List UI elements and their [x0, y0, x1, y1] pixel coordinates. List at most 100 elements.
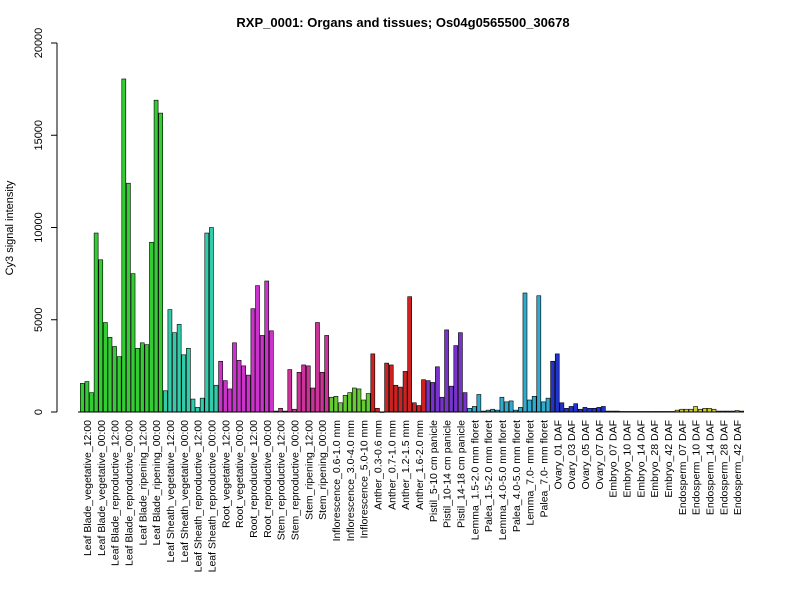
bar: [107, 336, 113, 413]
bar: [559, 402, 565, 413]
bar: [103, 322, 108, 413]
x-tick-label: Embryo_42 DAF: [663, 420, 675, 498]
x-tick-label: Lemma_4.0-5.0 mm floret: [497, 420, 509, 540]
bar: [89, 392, 94, 413]
bar: [116, 356, 122, 413]
bar: [693, 406, 698, 413]
bar: [393, 384, 399, 413]
bar: [218, 360, 223, 413]
bar: [186, 348, 191, 413]
bar: [80, 383, 85, 413]
bar: [324, 335, 330, 413]
bar: [305, 365, 311, 413]
bar: [421, 379, 426, 413]
x-tick-label: Ovary_03 DAF: [566, 420, 578, 489]
bar: [236, 360, 242, 413]
bar: [370, 353, 376, 413]
bar: [365, 393, 371, 413]
x-tick-label: Leaf Blade_vegetative_00:00: [96, 420, 108, 556]
x-tick-label: Ovary_07 DAF: [594, 420, 606, 489]
bar: [527, 399, 532, 413]
bar: [411, 402, 417, 413]
x-tick-label: Pistil_10-14 cm panicle: [442, 420, 454, 528]
x-tick-label: Leaf Blade_reproductive_12:00: [110, 420, 122, 566]
bar: [508, 400, 514, 413]
bar: [287, 369, 293, 413]
bar: [430, 382, 436, 413]
x-tick-label: Endosperm_28 DAF: [718, 420, 730, 515]
bar: [522, 292, 528, 413]
bar: [476, 394, 482, 413]
bar: [384, 362, 389, 413]
x-tick-label: Stem_reproductive_12:00: [276, 420, 288, 540]
bar: [347, 392, 353, 413]
x-tick-label: Inflorescence_5.0-10 mm: [359, 420, 371, 539]
bar: [232, 342, 237, 413]
bar: [388, 364, 394, 413]
bar: [93, 232, 99, 413]
x-tick-label: Leaf Blade_reproductive_00:00: [123, 420, 135, 566]
bars: [80, 78, 745, 413]
y-tick-label: 20000: [33, 28, 45, 59]
bar: [158, 112, 164, 413]
y-tick-label: 10000: [33, 212, 45, 243]
x-tick-label: Endosperm_42 DAF: [732, 420, 744, 515]
bar: [269, 330, 274, 413]
bar: [301, 364, 306, 413]
bar: [84, 381, 90, 413]
bar: [149, 241, 154, 413]
bar: [250, 308, 256, 413]
bar: [467, 408, 472, 413]
x-tick-label: Embryo_28 DAF: [649, 420, 661, 498]
bar: [596, 407, 602, 413]
bar: [342, 395, 348, 413]
x-tick-label: Leaf Sheath_reproductive_00:00: [206, 420, 218, 573]
bar: [601, 406, 606, 413]
y-tick-label: 15000: [33, 120, 45, 151]
y-tick-label: 0: [33, 409, 45, 415]
bar: [338, 402, 343, 413]
bar: [550, 360, 555, 413]
bar: [167, 309, 173, 413]
x-tick-labels: Leaf Blade_vegetative_12:00 Leaf Blade_ve…: [82, 420, 744, 573]
bar: [139, 342, 145, 413]
bar: [536, 295, 542, 413]
x-tick-label: Pistil_5-10 cm panicle: [428, 420, 440, 522]
bar: [458, 332, 463, 413]
bar: [315, 322, 320, 413]
bar: [278, 408, 283, 413]
bar: [564, 408, 569, 413]
bar: [126, 182, 131, 413]
x-tick-label: Root_reproductive_00:00: [262, 420, 274, 538]
x-tick-label: Lemma_1.5-2.0 mm floret: [469, 420, 481, 540]
bar: [296, 372, 302, 413]
bar: [356, 388, 362, 413]
x-tick-label: Stem_reproductive_00:00: [289, 420, 301, 540]
bar: [172, 332, 177, 413]
bar: [582, 407, 588, 413]
bar: [568, 406, 574, 413]
bar: [425, 380, 431, 413]
x-tick-label: Palea_4.0-5.0 mm floret: [511, 420, 523, 532]
bar: [213, 384, 219, 413]
x-tick-label: Anther_1.2-1.5 mm: [400, 420, 412, 510]
bar: [130, 273, 136, 413]
bar: [144, 344, 150, 413]
bar: [98, 259, 104, 413]
x-tick-label: Embryo_10 DAF: [621, 420, 633, 498]
bar: [499, 396, 505, 413]
bar: [310, 387, 316, 413]
x-tick-label: Endosperm_14 DAF: [704, 420, 716, 515]
bar: [471, 406, 477, 413]
bar: [195, 407, 200, 413]
bar: [259, 335, 265, 413]
bar: [518, 407, 523, 413]
x-tick-label: Ovary_05 DAF: [580, 420, 592, 489]
bar: [176, 324, 182, 413]
y-axis: 0 5000 10000 15000 20000: [33, 28, 58, 415]
x-tick-label: Anther_0.7-1.0 mm: [386, 420, 398, 510]
bar: [319, 372, 325, 413]
x-tick-label: Inflorescence_3.0-4.0 mm: [345, 420, 357, 542]
x-tick-label: Leaf Sheath_vegetative_00:00: [179, 420, 191, 563]
